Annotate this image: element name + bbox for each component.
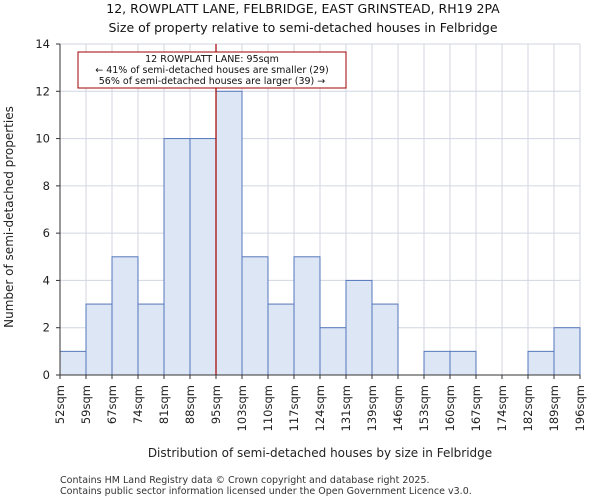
x-tick-label: 95sqm [209, 385, 223, 424]
x-tick-label: 117sqm [287, 385, 301, 431]
bar-139sqm [371, 303, 399, 376]
x-tick-label: 81sqm [157, 385, 171, 424]
annotation-line-3: 56% of semi-detached houses are larger (… [99, 76, 326, 87]
x-tick-label: 103sqm [235, 385, 249, 431]
annotation-box: 12 ROWPLATT LANE: 95sqm ← 41% of semi-de… [77, 51, 347, 89]
bar-67sqm [111, 256, 139, 376]
x-tick-label: 52sqm [53, 385, 67, 424]
x-tick-label: 139sqm [365, 385, 379, 431]
x-axis-title: Distribution of semi-detached houses by … [148, 446, 492, 460]
x-tick-label: 146sqm [391, 385, 405, 431]
y-tick-label: 12 [35, 84, 50, 98]
bar-131sqm [345, 279, 373, 376]
x-tick-label: 59sqm [79, 385, 93, 424]
bar-124sqm [319, 327, 347, 376]
y-tick-labels: 0 2 4 6 8 10 12 14 [35, 37, 50, 382]
y-tick-label: 10 [35, 132, 50, 146]
bar-74sqm [137, 303, 165, 376]
y-tick-label: 2 [43, 321, 50, 335]
x-tick-label: 182sqm [521, 385, 535, 431]
x-tick-label: 74sqm [131, 385, 145, 424]
bar-189sqm [553, 327, 581, 376]
x-tick-label: 153sqm [417, 385, 431, 431]
x-tick-label: 189sqm [547, 385, 561, 431]
bar-88sqm [189, 138, 217, 376]
bar-117sqm [293, 256, 321, 376]
x-tick-label: 88sqm [183, 385, 197, 424]
y-tick-label: 8 [43, 179, 50, 193]
bar-110sqm [267, 303, 295, 376]
x-tick-label: 160sqm [443, 385, 457, 431]
y-tick-label: 4 [43, 273, 50, 287]
bars [59, 90, 581, 376]
bar-81sqm [163, 138, 191, 376]
annotation-line-1: 12 ROWPLATT LANE: 95sqm [145, 54, 279, 65]
annotation-frame [77, 51, 347, 89]
axes [56, 43, 581, 379]
x-tick-label: 67sqm [105, 385, 119, 424]
x-tick-label: 124sqm [313, 385, 327, 431]
bar-59sqm [85, 303, 113, 376]
y-axis-title: Number of semi-detached properties [2, 106, 16, 328]
footer-line-1: Contains HM Land Registry data © Crown c… [60, 475, 430, 486]
bar-153sqm [423, 350, 451, 376]
x-tick-label: 174sqm [495, 385, 509, 431]
bar-182sqm [527, 350, 555, 376]
chart-subtitle: Size of property relative to semi-detach… [108, 20, 497, 35]
footer-line-2: Contains public sector information licen… [60, 486, 472, 497]
annotation-line-2: ← 41% of semi-detached houses are smalle… [95, 65, 329, 76]
x-tick-label: 196sqm [573, 385, 587, 431]
y-tick-label: 6 [43, 226, 50, 240]
bar-103sqm [241, 256, 269, 376]
x-tick-label: 110sqm [261, 385, 275, 431]
bar-95sqm [215, 90, 243, 376]
chart-title: 12, ROWPLATT LANE, FELBRIDGE, EAST GRINS… [106, 1, 500, 16]
y-tick-label: 14 [35, 37, 50, 51]
x-tick-label: 167sqm [469, 385, 483, 431]
x-tick-label: 131sqm [339, 385, 353, 431]
y-tick-label: 0 [43, 368, 50, 382]
bar-160sqm [449, 350, 477, 376]
bar-52sqm [59, 350, 87, 376]
x-tick-labels: 52sqm 59sqm 67sqm 74sqm 81sqm 88sqm 95sqm 103sq… [53, 385, 587, 431]
